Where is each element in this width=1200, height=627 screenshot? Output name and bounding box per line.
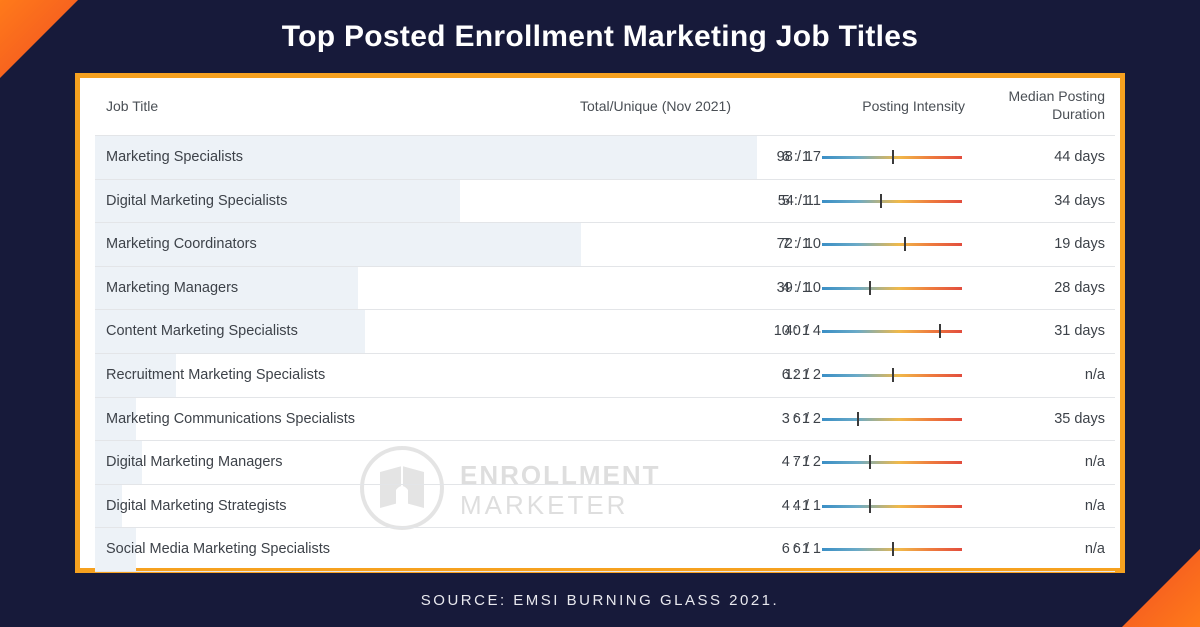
intensity-marker <box>892 150 894 164</box>
watermark-line2: MARKETER <box>460 490 629 520</box>
intensity-marker <box>857 411 859 426</box>
job-title-cell: Digital Marketing Specialists <box>106 192 288 209</box>
table-frame: ENROLLMENT MARKETER Job Title Total/Uniq… <box>75 73 1125 573</box>
total-postings-bar <box>95 484 122 528</box>
intensity-ratio-cell: 6 : 1 <box>781 366 810 383</box>
intensity-gradient-bar <box>822 280 962 295</box>
intensity-marker <box>939 324 941 339</box>
table-header: Job Title Total/Unique (Nov 2021) Postin… <box>95 78 1115 136</box>
job-title-cell: Digital Marketing Managers <box>106 454 283 471</box>
table-row: Digital Marketing Specialists 54 / 11 5 : … <box>95 179 1115 224</box>
job-title-cell: Social Media Marketing Specialists <box>106 541 331 558</box>
job-title-cell: Marketing Managers <box>106 279 239 296</box>
table-row: Content Marketing Specialists 40 / 4 10 : … <box>95 310 1115 354</box>
enrollment-marketer-watermark: ENROLLMENT MARKETER <box>360 446 660 538</box>
intensity-ratio-cell: 5 : 1 <box>781 192 810 209</box>
header-median-duration: Median Posting Duration <box>1008 88 1105 122</box>
intensity-marker <box>892 367 894 382</box>
intensity-marker <box>869 280 871 295</box>
intensity-marker <box>869 498 871 513</box>
table-row: Marketing Specialists 98 / 17 6 : 1 44 days <box>95 136 1115 180</box>
intensity-ratio-cell: 4 : 1 <box>781 279 810 296</box>
job-title-cell: Recruitment Marketing Specialists <box>106 366 326 383</box>
total-unique-cell: 98 / 17 <box>776 149 821 165</box>
intensity-gradient-bar <box>822 411 962 426</box>
total-postings-bar <box>95 441 142 484</box>
intensity-gradient-bar <box>822 150 962 164</box>
total-unique-cell: 54 / 11 <box>777 192 821 209</box>
intensity-marker <box>869 455 871 470</box>
total-unique-cell: 72 / 10 <box>776 236 821 253</box>
source-note: SOURCE: EMSI BURNING GLASS 2021. <box>420 592 780 609</box>
job-title-cell: Digital Marketing Strategists <box>106 497 287 514</box>
median-duration-cell: 19 days <box>1054 236 1105 253</box>
median-duration-cell: n/a <box>1084 366 1105 383</box>
total-postings-bar <box>95 136 757 179</box>
header-posting-intensity: Posting Intensity <box>862 98 965 114</box>
total-postings-bar <box>95 528 136 571</box>
intensity-ratio-cell: 4 : 1 <box>781 454 810 471</box>
header-job-title: Job Title <box>106 98 159 114</box>
intensity-ratio-cell: 6 : 1 <box>781 149 810 165</box>
job-title-cell: Marketing Coordinators <box>106 236 257 253</box>
job-title-cell: Marketing Communications Specialists <box>106 410 356 427</box>
total-unique-cell: 4 / 1 <box>792 497 821 514</box>
header-total-unique: Total/Unique (Nov 2021) <box>580 98 731 114</box>
median-duration-cell: 34 days <box>1054 192 1105 209</box>
median-duration-cell: 44 days <box>1054 149 1105 165</box>
intensity-gradient-bar <box>822 455 962 470</box>
intensity-ratio-cell: 3 : 1 <box>781 410 810 427</box>
median-duration-cell: 35 days <box>1054 410 1105 427</box>
intensity-gradient-bar <box>822 324 962 339</box>
total-postings-bar <box>95 179 460 223</box>
total-postings-bar <box>95 310 365 353</box>
median-duration-cell: n/a <box>1084 541 1105 558</box>
job-title-cell: Content Marketing Specialists <box>106 323 298 340</box>
total-unique-cell: 7 / 2 <box>792 454 821 471</box>
intensity-gradient-bar <box>822 237 962 252</box>
intensity-gradient-bar <box>822 542 962 557</box>
intensity-gradient-bar <box>822 367 962 382</box>
page-title: Top Posted Enrollment Marketing Job Titl… <box>281 20 919 53</box>
intensity-marker <box>904 237 906 252</box>
total-postings-bar <box>95 353 176 397</box>
job-titles-table: Job Title Total/Unique (Nov 2021) Postin… <box>95 78 1115 572</box>
table-row: Marketing Coordinators 72 / 10 7 : 1 19 day… <box>95 223 1115 267</box>
total-postings-bar <box>95 223 581 266</box>
corner-accent-bottom-right <box>1122 549 1200 627</box>
intensity-gradient-bar <box>822 193 962 208</box>
intensity-ratio-cell: 4 : 1 <box>781 497 810 514</box>
watermark-line1: ENROLLMENT <box>460 460 661 490</box>
total-postings-bar <box>95 266 358 310</box>
total-unique-cell: 6 / 1 <box>792 541 821 558</box>
intensity-ratio-cell: 6 : 1 <box>781 541 810 558</box>
intensity-marker <box>892 542 894 557</box>
intensity-ratio-cell: 10 : 1 <box>773 323 810 340</box>
total-unique-cell: 12 / 2 <box>784 366 821 383</box>
table-body: Marketing Specialists 98 / 17 6 : 1 44 days… <box>95 136 1115 572</box>
total-unique-cell: 6 / 2 <box>792 410 821 427</box>
median-duration-cell: n/a <box>1084 454 1105 471</box>
total-unique-cell: 39 / 10 <box>776 279 821 296</box>
job-title-cell: Marketing Specialists <box>106 149 243 165</box>
total-postings-bar <box>95 397 136 441</box>
table-row: Marketing Communications Specialists 6 / … <box>95 397 1115 442</box>
total-unique-cell: 40 / 4 <box>784 323 821 340</box>
table-row: Marketing Managers 39 / 10 4 : 1 28 days <box>95 266 1115 311</box>
median-duration-cell: n/a <box>1084 497 1105 514</box>
median-duration-cell: 31 days <box>1054 323 1105 340</box>
intensity-marker <box>880 193 882 208</box>
median-duration-cell: 28 days <box>1054 279 1105 296</box>
intensity-ratio-cell: 7 : 1 <box>781 236 810 253</box>
intensity-gradient-bar <box>822 498 962 513</box>
